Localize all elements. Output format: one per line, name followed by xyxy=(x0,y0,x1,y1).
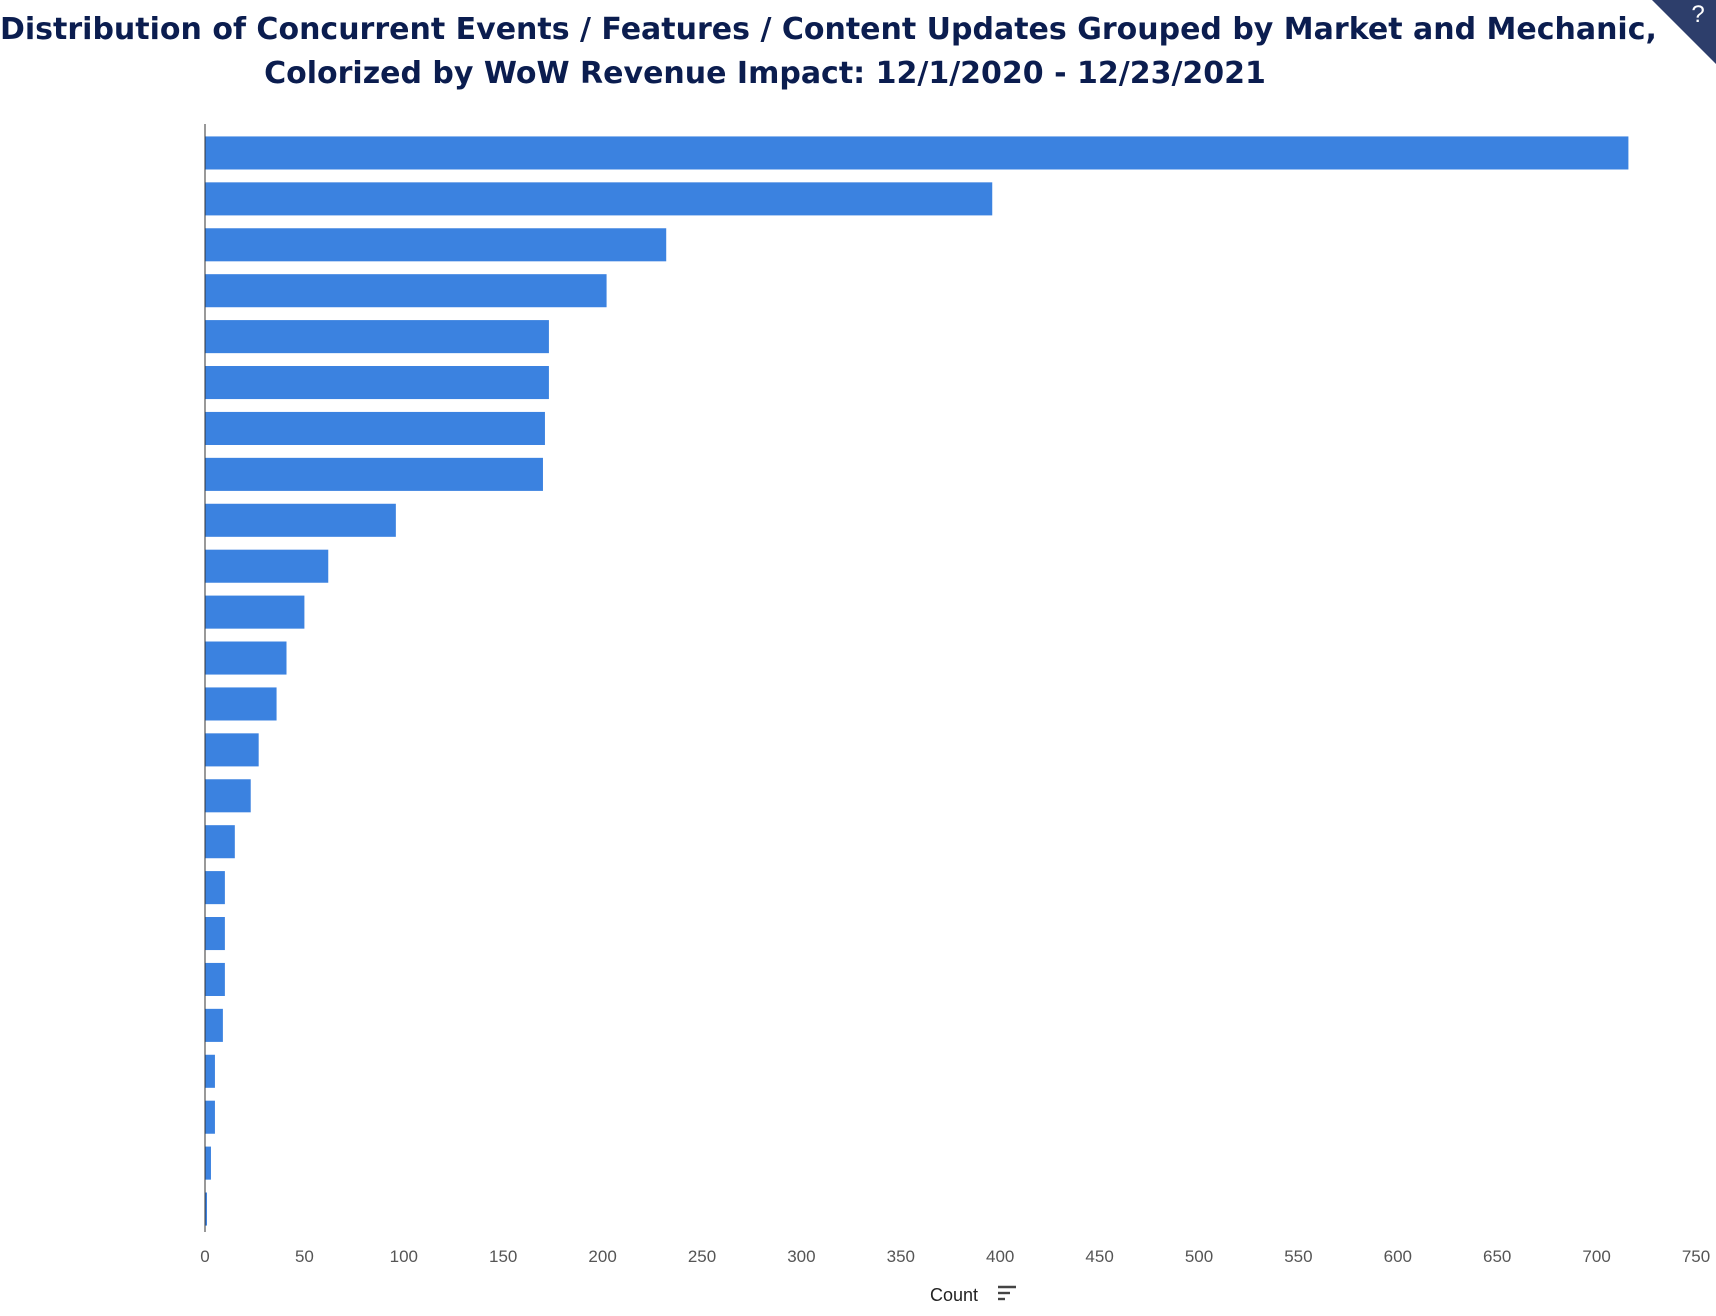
bar-9[interactable] xyxy=(205,503,396,537)
bar-22[interactable] xyxy=(205,1100,215,1134)
bar-1[interactable] xyxy=(205,136,1629,170)
bar-14[interactable] xyxy=(205,733,259,767)
bar-16[interactable] xyxy=(205,825,235,859)
bar-3[interactable] xyxy=(205,228,667,262)
bar-7[interactable] xyxy=(205,411,545,445)
help-badge[interactable]: ? xyxy=(1652,0,1716,64)
chart-title-line-2: Colorized by WoW Revenue Impact: 12/1/20… xyxy=(264,56,1266,91)
x-tick-label-250: 250 xyxy=(688,1247,716,1266)
x-axis-title: Count xyxy=(930,1285,978,1305)
x-tick-label-200: 200 xyxy=(588,1247,616,1266)
bar-15[interactable] xyxy=(205,779,251,813)
x-axis-ticks: 0 50 100 150 200 250 300 350 400 450 500 550 600 650 7… xyxy=(200,1247,1710,1266)
question-mark-icon: ? xyxy=(1691,1,1704,28)
x-tick-label-400: 400 xyxy=(986,1247,1014,1266)
bar-13[interactable] xyxy=(205,687,277,721)
x-tick-label-650: 650 xyxy=(1483,1247,1511,1266)
x-tick-label-700: 700 xyxy=(1582,1247,1610,1266)
x-tick-label-150: 150 xyxy=(489,1247,517,1266)
x-tick-label-300: 300 xyxy=(787,1247,815,1266)
bar-11[interactable] xyxy=(205,595,305,629)
x-tick-label-450: 450 xyxy=(1085,1247,1113,1266)
bar-12[interactable] xyxy=(205,641,287,675)
bar-19[interactable] xyxy=(205,962,225,996)
x-tick-label-350: 350 xyxy=(887,1247,915,1266)
bar-2[interactable] xyxy=(205,182,993,216)
x-tick-label-600: 600 xyxy=(1384,1247,1412,1266)
bar-6[interactable] xyxy=(205,366,549,400)
x-axis-title-group[interactable]: Count xyxy=(930,1285,1016,1305)
x-tick-label-0: 0 xyxy=(200,1247,209,1266)
bar-8[interactable] xyxy=(205,457,543,491)
x-tick-label-750: 750 xyxy=(1682,1247,1710,1266)
help-badge-corner xyxy=(1652,0,1716,64)
chart-title-line-1: Distribution of Concurrent Events / Feat… xyxy=(0,12,1657,47)
bar-20[interactable] xyxy=(205,1008,223,1042)
bar-24[interactable] xyxy=(205,1192,207,1226)
x-tick-label-50: 50 xyxy=(295,1247,314,1266)
bar-17[interactable] xyxy=(205,871,225,905)
bars-group xyxy=(205,136,1629,1226)
bar-21[interactable] xyxy=(205,1054,215,1088)
sort-icon[interactable] xyxy=(998,1285,1016,1301)
x-tick-label-500: 500 xyxy=(1185,1247,1213,1266)
bar-23[interactable] xyxy=(205,1146,211,1180)
x-tick-label-100: 100 xyxy=(390,1247,418,1266)
bar-4[interactable] xyxy=(205,274,607,308)
bar-5[interactable] xyxy=(205,320,549,354)
bar-10[interactable] xyxy=(205,549,329,583)
x-tick-label-550: 550 xyxy=(1284,1247,1312,1266)
bar-18[interactable] xyxy=(205,917,225,951)
chart-title: Distribution of Concurrent Events / Feat… xyxy=(0,8,1657,96)
